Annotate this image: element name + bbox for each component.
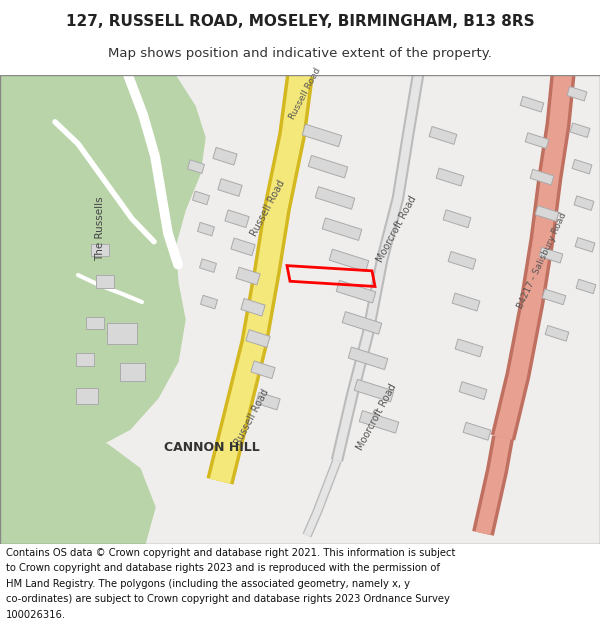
Bar (452, 293, 480, 311)
Bar (188, 160, 205, 173)
Bar (520, 96, 544, 112)
Text: B4217 - Salisbury Road: B4217 - Salisbury Road (516, 211, 568, 310)
Bar (354, 379, 394, 402)
Text: 127, RUSSELL ROAD, MOSELEY, BIRMINGHAM, B13 8RS: 127, RUSSELL ROAD, MOSELEY, BIRMINGHAM, … (65, 14, 535, 29)
Bar (448, 251, 476, 269)
Text: The Russells: The Russells (95, 197, 105, 261)
Bar (256, 392, 280, 410)
Bar (429, 126, 457, 144)
Text: Moorcroft Road: Moorcroft Road (375, 194, 419, 264)
Bar (539, 248, 563, 263)
Bar (241, 299, 265, 316)
Bar (200, 259, 217, 272)
Bar (231, 238, 255, 256)
Bar (193, 191, 209, 204)
Bar (572, 159, 592, 174)
Bar (443, 210, 471, 227)
Text: Map shows position and indicative extent of the property.: Map shows position and indicative extent… (108, 48, 492, 61)
Text: HM Land Registry. The polygons (including the associated geometry, namely x, y: HM Land Registry. The polygons (includin… (6, 579, 410, 589)
Bar (329, 249, 369, 272)
Bar (336, 281, 376, 303)
Bar (119, 362, 145, 381)
Bar (213, 148, 237, 165)
Bar (575, 238, 595, 252)
Bar (236, 268, 260, 285)
Bar (463, 422, 491, 440)
Bar (348, 347, 388, 369)
Bar (359, 411, 399, 433)
Bar (436, 168, 464, 186)
Bar (567, 86, 587, 101)
Text: CANNON HILL: CANNON HILL (164, 441, 260, 454)
Bar (197, 222, 214, 236)
Bar (76, 388, 98, 404)
Text: Russell Road: Russell Road (287, 66, 322, 121)
Bar (200, 296, 217, 309)
Text: Russell Road: Russell Road (233, 387, 271, 446)
Bar (545, 326, 569, 341)
Polygon shape (0, 75, 205, 448)
Bar (455, 339, 483, 357)
Text: Moorcroft Road: Moorcroft Road (355, 382, 399, 452)
Bar (107, 323, 137, 344)
Bar (342, 312, 382, 334)
Text: 100026316.: 100026316. (6, 609, 66, 619)
Bar (525, 132, 549, 149)
Bar (225, 210, 249, 227)
Bar (96, 275, 114, 288)
Bar (576, 279, 596, 294)
Bar (302, 124, 342, 147)
Bar (535, 206, 559, 221)
Bar (315, 187, 355, 209)
Bar (542, 289, 566, 305)
Bar (574, 196, 594, 211)
Bar (91, 244, 109, 256)
Polygon shape (0, 361, 155, 544)
Bar (322, 218, 362, 241)
Text: to Crown copyright and database rights 2023 and is reproduced with the permissio: to Crown copyright and database rights 2… (6, 563, 440, 573)
Text: Contains OS data © Crown copyright and database right 2021. This information is : Contains OS data © Crown copyright and d… (6, 548, 455, 558)
Text: co-ordinates) are subject to Crown copyright and database rights 2023 Ordnance S: co-ordinates) are subject to Crown copyr… (6, 594, 450, 604)
Bar (76, 353, 94, 366)
Bar (570, 123, 590, 138)
Bar (251, 361, 275, 379)
Bar (86, 317, 104, 329)
Bar (459, 382, 487, 399)
Text: Russell Road: Russell Road (249, 179, 287, 238)
Bar (218, 179, 242, 196)
Bar (246, 330, 270, 348)
Bar (530, 169, 554, 185)
Bar (308, 156, 348, 178)
